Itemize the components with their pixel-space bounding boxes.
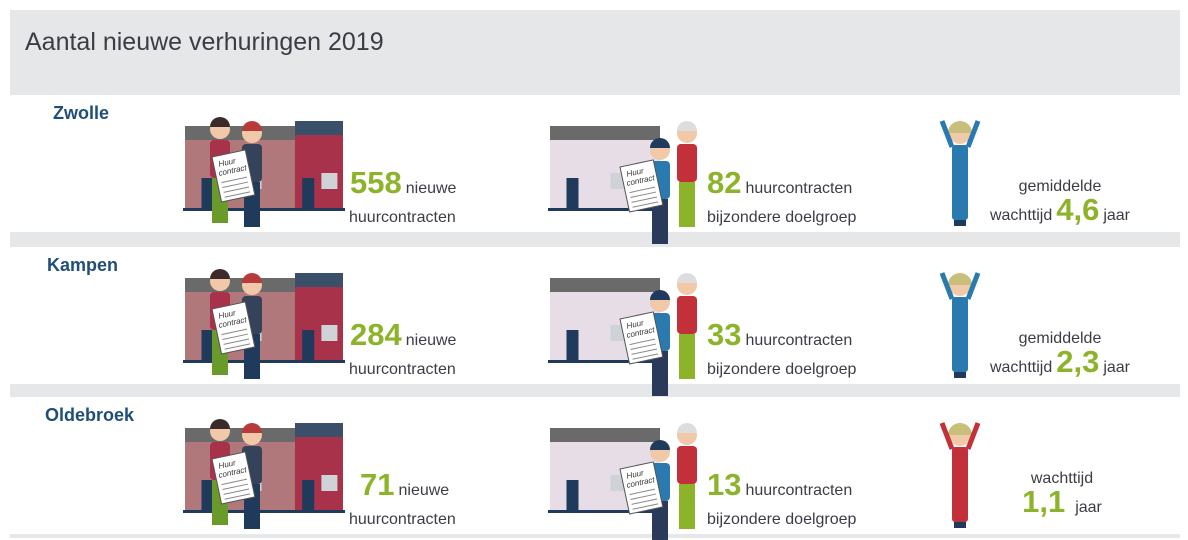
waiting-prefix: wachttijd [989, 359, 1052, 376]
person-body [677, 144, 697, 182]
house-door [302, 480, 314, 510]
new-contracts-number: 558 [350, 165, 402, 200]
target-group-word: huurcontracten [745, 180, 852, 197]
new-contracts-number: 284 [350, 317, 402, 352]
waiting-number: 1,1 [1022, 484, 1065, 519]
house-window [321, 325, 337, 341]
person-legs [679, 182, 695, 227]
house-roof [185, 428, 295, 442]
new-contracts-word: nieuwe [406, 332, 457, 349]
waiting-number: 2,3 [1056, 344, 1099, 379]
waiting-unit: jaar [1074, 499, 1102, 516]
new-contracts-word: nieuwe [398, 482, 449, 499]
house-roof [550, 278, 660, 292]
person-feet [954, 522, 966, 528]
person-feet [954, 372, 966, 378]
target-group-line2: bijzondere doelgroep [707, 511, 857, 528]
person-legs [679, 334, 695, 379]
new-contracts-line2: huurcontracten [349, 511, 456, 528]
house-door [302, 330, 314, 360]
city-name: Zwolle [53, 103, 109, 123]
house-roof [185, 126, 295, 140]
waiting-unit: jaar [1102, 207, 1130, 224]
title: Aantal nieuwe verhuringen 2019 [25, 28, 384, 56]
infographic: Aantal nieuwe verhuringen 2019 ZwolleHuu… [0, 0, 1188, 540]
person-body [677, 446, 697, 484]
house-door [202, 480, 214, 510]
house-window [321, 173, 337, 189]
new-contracts-line2: huurcontracten [349, 361, 456, 378]
target-group-word: huurcontracten [745, 332, 852, 349]
house-door [202, 178, 214, 208]
waiting-unit: jaar [1102, 359, 1130, 376]
target-group-number: 33 [707, 317, 741, 352]
person-feet [954, 220, 966, 226]
house-roof [550, 126, 660, 140]
target-group-word: huurcontracten [745, 482, 852, 499]
house-window [321, 475, 337, 491]
person-legs [679, 484, 695, 529]
house-base [293, 510, 345, 513]
house-base [183, 360, 297, 363]
house-roof [295, 423, 343, 437]
target-group-line2: bijzondere doelgroep [707, 361, 857, 378]
target-group-line2: bijzondere doelgroep [707, 209, 857, 226]
waiting-number: 4,6 [1056, 192, 1099, 227]
person-dress [952, 297, 968, 372]
house-door [202, 330, 214, 360]
house-base [293, 208, 345, 211]
new-contracts-word: nieuwe [406, 180, 457, 197]
house-roof [295, 121, 343, 135]
city-name: Kampen [47, 255, 118, 275]
house-roof [295, 273, 343, 287]
new-contracts-line2: huurcontracten [349, 209, 456, 226]
house-door [302, 178, 314, 208]
target-group-number: 82 [707, 165, 741, 200]
house-base [183, 208, 297, 211]
house-base [183, 510, 297, 513]
target-group-number: 13 [707, 467, 741, 502]
house-door [567, 330, 579, 360]
house-roof [185, 278, 295, 292]
row: KampenHuurcontractHuurcontract284nieuweh… [10, 247, 1180, 396]
waiting-prefix: wachttijd [989, 207, 1052, 224]
house-door [567, 178, 579, 208]
person-dress [952, 145, 968, 220]
person-dress [952, 447, 968, 522]
house-door [567, 480, 579, 510]
new-contracts-number: 71 [360, 467, 394, 502]
person-body [677, 296, 697, 334]
house-roof [550, 428, 660, 442]
city-name: Oldebroek [45, 405, 135, 425]
house-base [293, 360, 345, 363]
